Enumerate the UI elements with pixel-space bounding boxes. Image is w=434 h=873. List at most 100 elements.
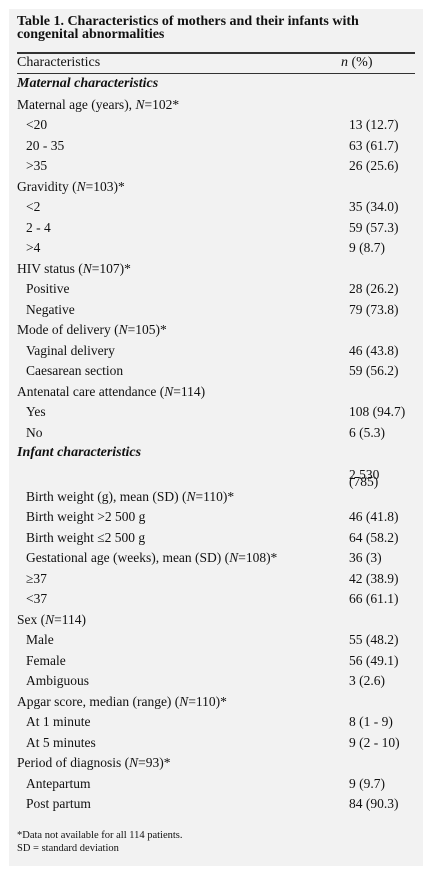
row-value: 35 (34.0) — [349, 199, 399, 214]
group-row: Antenatal care attendance (N=114) — [9, 382, 423, 402]
row-label: Period of diagnosis (N=93)* — [17, 755, 171, 770]
footnotes: *Data not available for all 114 patients… — [17, 829, 183, 855]
header-characteristics: Characteristics — [17, 55, 101, 70]
group-row: Apgar score, median (range) (N=110)* — [9, 692, 423, 712]
row-label: <2 — [26, 199, 41, 214]
group-row: Period of diagnosis (N=93)* — [9, 753, 423, 773]
table-row: >35 26 (25.6) — [9, 156, 423, 176]
row-value: 56 (49.1) — [349, 652, 399, 668]
row-label: Ambiguous — [26, 673, 90, 688]
row-value: 64 (58.2) — [349, 529, 399, 545]
row-value: 28 (26.2) — [349, 281, 399, 296]
row-label: 2 - 4 — [26, 219, 51, 235]
table-row: <37 66 (61.1) — [9, 589, 423, 609]
table-row: At 5 minutes 9 (2 - 10) — [9, 733, 423, 753]
group-row: HIV status (N=107)* — [9, 259, 423, 279]
table-row: Negative 79 (73.8) — [9, 300, 423, 320]
row-label: Antepartum — [26, 775, 91, 791]
row-value: 8 (1 - 9) — [349, 714, 393, 729]
row-label: Infant characteristics — [17, 445, 142, 460]
table-row: Positive 28 (26.2) — [9, 279, 423, 299]
row-label: Maternal age (years), N=102* — [17, 96, 180, 112]
row-label: Male — [26, 632, 54, 647]
row-label: Sex (N=114) — [17, 611, 86, 627]
table-row: No 6 (5.3) — [9, 423, 423, 443]
row-value: 6 (5.3) — [349, 424, 385, 440]
row-value: 42 (38.9) — [349, 570, 399, 586]
table-row: Gestational age (weeks), mean (SD) (N=10… — [9, 548, 423, 568]
row-value: 55 (48.2) — [349, 632, 399, 647]
table-row: 20 - 35 63 (61.7) — [9, 136, 423, 156]
table-row: Male 55 (48.2) — [9, 630, 423, 650]
row-label: Mode of delivery (N=105)* — [17, 322, 167, 337]
row-value: 3 (2.6) — [349, 673, 385, 688]
row-value: 9 (8.7) — [349, 240, 385, 255]
row-value: 63 (61.7) — [349, 137, 399, 153]
row-label: Birth weight ≤2 500 g — [26, 529, 146, 545]
footnote-sd: SD = standard deviation — [17, 843, 119, 854]
header-n: n — [341, 55, 348, 70]
table-row: <2 35 (34.0) — [9, 197, 423, 217]
table-row: <20 13 (12.7) — [9, 115, 423, 135]
section-row: Infant characteristics — [9, 443, 423, 463]
row-value: 36 (3) — [349, 550, 382, 565]
row-value: 46 (43.8) — [349, 342, 399, 358]
row-label: Caesarean section — [26, 363, 124, 378]
footnote-missing-data: *Data not available for all 114 patients… — [17, 830, 183, 841]
table-row: ≥37 42 (38.9) — [9, 569, 423, 589]
row-label: ≥37 — [26, 570, 47, 586]
row-label: Apgar score, median (range) (N=110)* — [17, 693, 227, 709]
row-value: 2 530 — [349, 467, 380, 482]
row-label: Negative — [26, 301, 75, 317]
row-label: HIV status (N=107)* — [17, 260, 131, 276]
row-label: 20 - 35 — [26, 137, 65, 153]
table-row: Birth weight >2 500 g 46 (41.8) — [9, 507, 423, 527]
row-label: Birth weight >2 500 g — [26, 509, 146, 524]
table-row: Female 56 (49.1) — [9, 651, 423, 671]
row-label: >35 — [26, 158, 48, 173]
group-row: Maternal age (years), N=102* — [9, 95, 423, 115]
group-row: Sex (N=114) — [9, 610, 423, 630]
row-label: Yes — [26, 404, 46, 419]
row-value: 9 (2 - 10) — [349, 734, 400, 750]
table-row: At 1 minute 8 (1 - 9) — [9, 712, 423, 732]
row-label: Vaginal delivery — [26, 342, 115, 358]
row-label: Gestational age (weeks), mean (SD) (N=10… — [26, 550, 278, 565]
row-label: Birth weight (g), mean (SD) (N=110)* — [26, 489, 235, 504]
row-label: Antenatal care attendance (N=114) — [17, 383, 206, 399]
row-value: 59 (57.3) — [349, 219, 399, 235]
row-value: 46 (41.8) — [349, 509, 399, 524]
row-value: 59 (56.2) — [349, 363, 399, 378]
row-label: <20 — [26, 117, 48, 132]
row-label: Positive — [26, 281, 70, 296]
group-row: Gravidity (N=103)* — [9, 177, 423, 197]
top-rule — [17, 52, 415, 54]
row-value: 84 (90.3) — [349, 796, 399, 811]
table-row: Vaginal delivery 46 (43.8) — [9, 341, 423, 361]
row-label: <37 — [26, 591, 48, 606]
table-row: Caesarean section 59 (56.2) — [9, 361, 423, 381]
table-row: Post partum 84 (90.3) — [9, 794, 423, 814]
table-row: Ambiguous 3 (2.6) — [9, 671, 423, 691]
birth-weight-sd: (785) — [349, 474, 379, 489]
table-row: >4 9 (8.7) — [9, 238, 423, 258]
row-label: At 5 minutes — [26, 734, 96, 750]
table-row: Birth weight (g), mean (SD) (N=110)* 2 53… — [9, 467, 423, 507]
table-panel: Table 1. Characteristics of mothers and … — [9, 9, 423, 866]
row-label: Post partum — [26, 796, 91, 811]
row-value: 9 (9.7) — [349, 775, 385, 791]
table-row: Yes 108 (94.7) — [9, 402, 423, 422]
row-label: Female — [26, 652, 66, 668]
header-rule — [17, 73, 415, 74]
row-value: 66 (61.1) — [349, 591, 399, 606]
table-row: 2 - 4 59 (57.3) — [9, 218, 423, 238]
row-label: No — [26, 424, 43, 440]
row-label: >4 — [26, 240, 41, 255]
table-row: Birth weight ≤2 500 g 64 (58.2) — [9, 528, 423, 548]
table-row: Antepartum 9 (9.7) — [9, 774, 423, 794]
section-row: Maternal characteristics — [9, 74, 423, 94]
row-value: 108 (94.7) — [349, 404, 406, 419]
group-row: Mode of delivery (N=105)* — [9, 320, 423, 340]
table-title: Table 1. Characteristics of mothers and … — [17, 14, 359, 42]
header-percent: (%) — [348, 55, 373, 70]
